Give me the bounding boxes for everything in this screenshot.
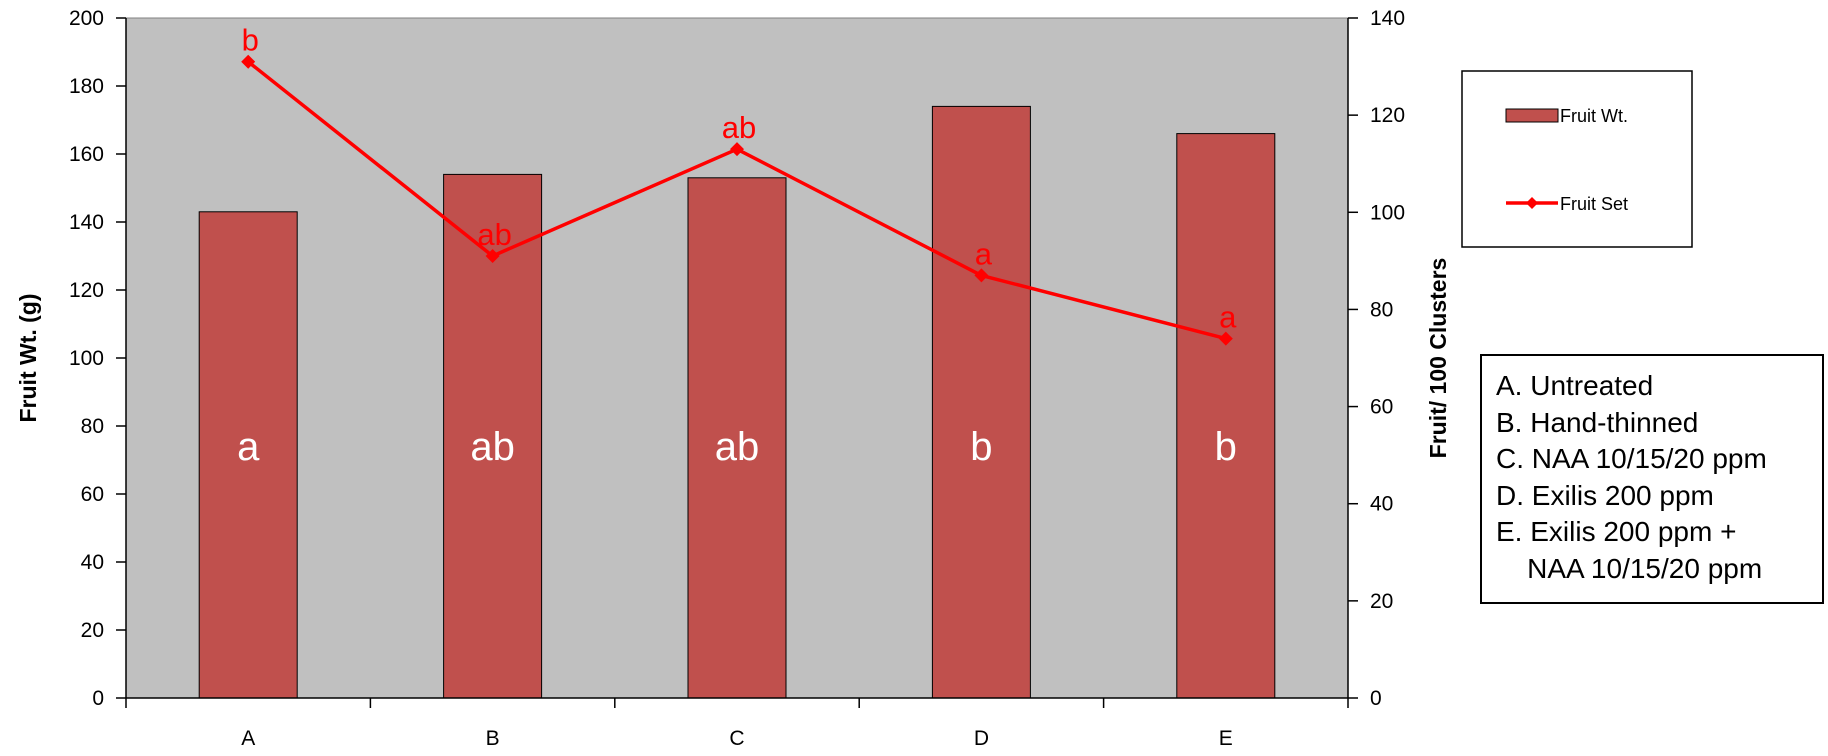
fruit-set-letter-a: b	[242, 23, 259, 58]
x-tick-label-c: C	[729, 727, 744, 750]
fruit-set-marker-d	[974, 268, 989, 283]
fruit-set-letter-d: a	[975, 236, 993, 271]
x-tick-label-d: D	[974, 727, 989, 750]
x-axis-ticks: A B C D E	[125, 698, 1349, 750]
x-tick-label-a: A	[241, 727, 255, 750]
bar-a	[198, 211, 298, 699]
left-tick-label: 180	[69, 75, 104, 98]
bar-letter-a: a	[237, 425, 260, 469]
legend: Fruit Wt. Fruit Set	[1461, 70, 1693, 248]
treatment-line-e: E. Exilis 200 ppm +	[1496, 516, 1737, 547]
fruit-set-series: b ab ab a a	[241, 23, 1237, 346]
right-tick-label: 20	[1370, 590, 1393, 613]
bar-e	[1176, 133, 1276, 699]
bar-letter-d: b	[970, 425, 992, 469]
fruit-set-marker-c	[730, 142, 744, 157]
right-tick-label: 80	[1370, 298, 1393, 321]
right-axis-ticks: 0 20 40 60 80 100 120 140	[1348, 7, 1405, 710]
left-tick-label: 60	[81, 483, 104, 506]
right-tick-label: 60	[1370, 396, 1393, 419]
fruit-set-marker-e	[1218, 331, 1233, 346]
x-tick-label-b: B	[486, 727, 500, 750]
treatment-line-b: B. Hand-thinned	[1496, 406, 1699, 438]
legend-label-fruit-set: Fruit Set	[1560, 194, 1628, 214]
treatment-line-a: A. Untreated	[1496, 370, 1654, 401]
bar-letter-e: b	[1215, 425, 1237, 469]
treatment-line-c: C. NAA 10/15/20 ppm	[1496, 443, 1767, 474]
left-tick-label: 200	[69, 7, 104, 30]
left-axis-title: Fruit Wt. (g)	[15, 293, 41, 422]
x-tick-label-e: E	[1219, 727, 1233, 750]
fruit-set-letter-b: ab	[477, 217, 511, 252]
left-tick-label: 120	[69, 279, 104, 302]
left-tick-label: 80	[81, 415, 104, 438]
right-axis-title: Fruit/ 100 Clusters	[1425, 258, 1451, 459]
bar-letter-c: ab	[715, 425, 760, 469]
fruit-set-marker-a	[241, 54, 256, 69]
left-tick-label: 40	[81, 551, 104, 574]
left-tick-label: 0	[92, 687, 104, 710]
legend-marker-fruit-set	[1526, 197, 1538, 209]
legend-label-fruit-wt: Fruit Wt.	[1560, 106, 1628, 126]
left-tick-label: 140	[69, 211, 104, 234]
bar-letter-b: ab	[470, 425, 515, 469]
legend-box	[1461, 70, 1693, 248]
right-tick-label: 100	[1370, 201, 1405, 224]
bar-d	[931, 105, 1031, 699]
treatment-line-e-cont: NAA 10/15/20 ppm	[1496, 552, 1763, 584]
left-tick-label: 20	[81, 619, 104, 642]
bar-letter-labels: a ab ab b b	[237, 425, 1237, 469]
fruit-set-letter-c: ab	[722, 110, 756, 145]
right-tick-label: 140	[1370, 7, 1405, 30]
bar-c	[687, 177, 787, 699]
left-axis-ticks: 0 20 40 60 80 100 120 140 160 180 200	[69, 7, 126, 710]
treatments-key-box: A. Untreated B. Hand-thinned C. NAA 10/1…	[1480, 354, 1824, 604]
bars	[198, 105, 1276, 699]
right-tick-label: 0	[1370, 687, 1382, 710]
left-tick-label: 100	[69, 347, 104, 370]
fruit-set-letter-e: a	[1219, 300, 1237, 335]
right-tick-label: 40	[1370, 493, 1393, 516]
legend-swatch-fruit-wt	[1505, 108, 1559, 123]
right-tick-label: 120	[1370, 104, 1405, 127]
left-tick-label: 160	[69, 143, 104, 166]
treatment-line-d: D. Exilis 200 ppm	[1496, 479, 1714, 511]
fruit-set-marker-b	[485, 249, 500, 263]
